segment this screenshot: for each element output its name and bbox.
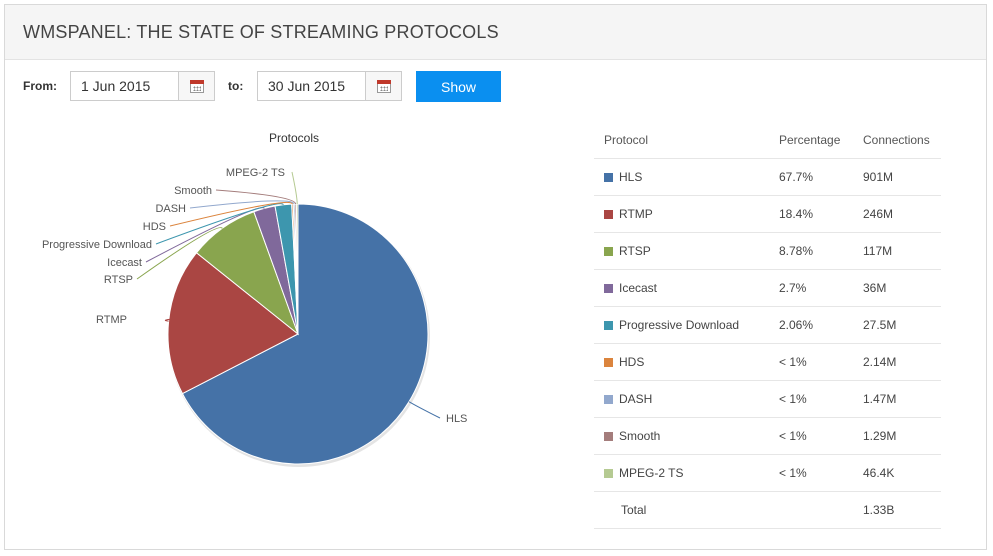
legend-swatch [604, 432, 613, 441]
legend-swatch [604, 469, 613, 478]
protocol-name: DASH [619, 392, 653, 406]
pie-label-rtmp: RTMP [96, 314, 127, 326]
legend-swatch [604, 321, 613, 330]
protocol-cell: Progressive Download [594, 306, 769, 344]
percentage-cell: 18.4% [769, 195, 853, 233]
header-percentage: Percentage [769, 122, 853, 159]
connector-rtmp [164, 318, 173, 322]
protocol-cell: Smooth [594, 417, 769, 455]
percentage-cell: < 1% [769, 380, 853, 418]
connections-cell: 901M [853, 158, 941, 196]
table-header-row: Protocol Percentage Connections [594, 122, 941, 159]
from-calendar-button[interactable] [178, 72, 214, 100]
pie-label-hds: HDS [143, 221, 166, 233]
connector-hls [408, 401, 441, 419]
percentage-cell: 67.7% [769, 158, 853, 196]
pie-label-rtsp: RTSP [104, 274, 133, 286]
from-label: From: [23, 79, 57, 93]
legend-swatch [604, 284, 613, 293]
percentage-cell: < 1% [769, 343, 853, 381]
table-row: HDS < 1% 2.14M [594, 343, 941, 381]
protocol-name: RTMP [619, 207, 653, 221]
protocol-cell: DASH [594, 380, 769, 418]
connections-cell: 117M [853, 232, 941, 270]
protocol-cell: Icecast [594, 269, 769, 307]
table-total-row: Total 1.33B [594, 491, 941, 529]
to-calendar-button[interactable] [365, 72, 401, 100]
protocol-cell: HLS [594, 158, 769, 196]
date-filter-bar: From: to: Show [5, 71, 986, 103]
to-label: to: [228, 79, 244, 93]
total-percentage [769, 491, 853, 529]
connections-cell: 1.29M [853, 417, 941, 455]
protocol-cell: HDS [594, 343, 769, 381]
legend-swatch [604, 247, 613, 256]
table-row: MPEG-2 TS < 1% 46.4K [594, 454, 941, 492]
pie-label-icecast: Icecast [107, 257, 142, 269]
pie-label-hls: HLS [446, 413, 467, 425]
from-date-picker [70, 71, 215, 101]
legend-swatch [604, 210, 613, 219]
table-row: Icecast 2.7% 36M [594, 269, 941, 307]
protocol-name: Smooth [619, 429, 661, 443]
header-connections: Connections [853, 122, 941, 159]
pie-label-mpeg-2-ts: MPEG-2 TS [226, 167, 285, 179]
connections-cell: 246M [853, 195, 941, 233]
connector-smooth [215, 189, 297, 205]
table-row: RTSP 8.78% 117M [594, 232, 941, 270]
legend-swatch [604, 173, 613, 182]
percentage-cell: 8.78% [769, 232, 853, 270]
legend-swatch [604, 358, 613, 367]
table-row: HLS 67.7% 901M [594, 158, 941, 196]
to-date-input[interactable] [258, 72, 366, 100]
connections-cell: 2.14M [853, 343, 941, 381]
percentage-cell: < 1% [769, 454, 853, 492]
total-label: Total [594, 491, 769, 529]
table-row: DASH < 1% 1.47M [594, 380, 941, 418]
header-protocol: Protocol [594, 122, 769, 159]
connector-dash [189, 200, 295, 209]
protocol-name: RTSP [619, 244, 651, 258]
protocol-name: Icecast [619, 281, 658, 295]
legend-swatch [604, 395, 613, 404]
pie-label-progressive-download: Progressive Download [42, 239, 152, 251]
chart-title: Protocols [268, 131, 320, 145]
table-row: Progressive Download 2.06% 27.5M [594, 306, 941, 344]
table-row: Smooth < 1% 1.29M [594, 417, 941, 455]
connections-cell: 36M [853, 269, 941, 307]
protocol-cell: MPEG-2 TS [594, 454, 769, 492]
pie-slice-rtmp[interactable] [167, 252, 299, 395]
protocol-cell: RTMP [594, 195, 769, 233]
connector-progressive-download [155, 203, 284, 245]
protocol-name: Progressive Download [619, 318, 740, 332]
pie-label-dash: DASH [155, 203, 186, 215]
to-date-picker [257, 71, 402, 101]
panel-header: WMSPANEL: THE STATE OF STREAMING PROTOCO… [5, 5, 986, 60]
protocol-name: HDS [619, 355, 645, 369]
percentage-cell: 2.7% [769, 269, 853, 307]
protocol-name: MPEG-2 TS [619, 466, 684, 480]
connections-cell: 46.4K [853, 454, 941, 492]
connector-rtsp [136, 227, 223, 280]
pie-slice-mpeg-2-ts[interactable] [295, 203, 299, 335]
calendar-icon [190, 80, 204, 93]
percentage-cell: < 1% [769, 417, 853, 455]
protocol-table: Protocol Percentage Connections HLS 67.7%… [594, 122, 941, 529]
connector-hds [169, 201, 293, 227]
connector-mpeg-2-ts [291, 171, 298, 205]
percentage-cell: 2.06% [769, 306, 853, 344]
from-date-input[interactable] [71, 72, 179, 100]
page-title: WMSPANEL: THE STATE OF STREAMING PROTOCO… [23, 22, 499, 42]
protocol-name: HLS [619, 170, 643, 184]
protocol-cell: RTSP [594, 232, 769, 270]
pie-label-smooth: Smooth [174, 185, 212, 197]
connections-cell: 27.5M [853, 306, 941, 344]
calendar-icon [377, 80, 391, 93]
connections-cell: 1.47M [853, 380, 941, 418]
show-button[interactable]: Show [416, 71, 501, 102]
total-connections: 1.33B [853, 491, 941, 529]
table-row: RTMP 18.4% 246M [594, 195, 941, 233]
